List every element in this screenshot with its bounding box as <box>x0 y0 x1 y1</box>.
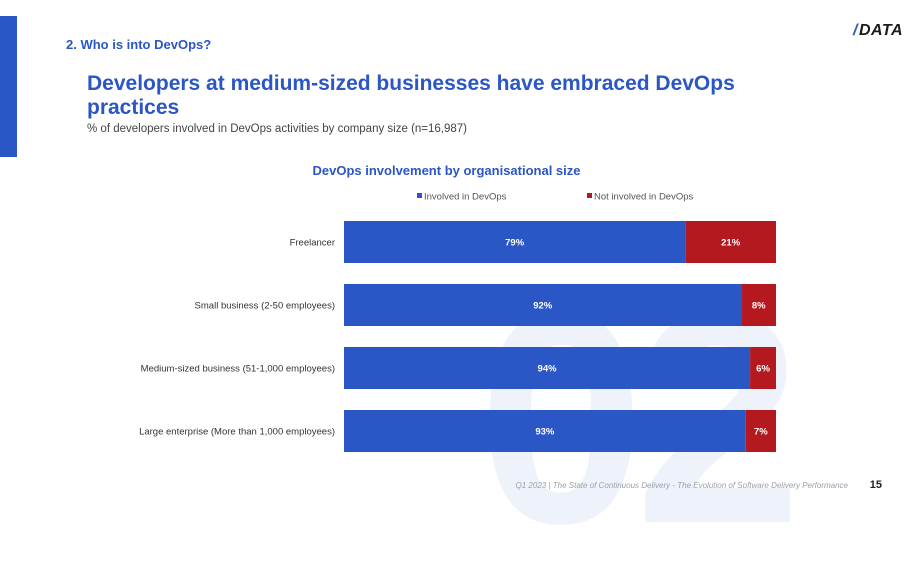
data-label: 92% <box>533 301 553 312</box>
legend-swatch-not-involved <box>587 193 592 198</box>
bar-involved <box>344 347 751 389</box>
bar-not-involved <box>685 221 776 263</box>
category-label: Freelancer <box>290 238 335 249</box>
bar-not-involved <box>741 284 776 326</box>
legend-label-not-involved: Not involved in DevOps <box>594 192 694 203</box>
category-label: Small business (2-50 employees) <box>195 301 335 312</box>
accent-bar <box>0 16 17 157</box>
data-label: 7% <box>754 427 768 438</box>
footer-source: Q1 2023 | The State of Continuous Delive… <box>515 481 848 490</box>
legend-label-involved: Involved in DevOps <box>424 192 507 203</box>
category-label: Large enterprise (More than 1,000 employ… <box>139 427 335 438</box>
logo-slash-icon: / <box>853 22 858 39</box>
chart-title: DevOps involvement by organisational siz… <box>312 163 581 178</box>
category-label: Medium-sized business (51-1,000 employee… <box>141 364 335 375</box>
data-label: 8% <box>752 301 766 312</box>
page-subtitle: % of developers involved in DevOps activ… <box>87 123 468 135</box>
data-label: 93% <box>535 427 555 438</box>
bar-involved <box>344 410 746 452</box>
stacked-bar-chart: Involved in DevOps Not involved in DevOps… <box>139 192 776 452</box>
page-number: 15 <box>869 479 882 491</box>
legend-swatch-involved <box>417 193 422 198</box>
bar-not-involved <box>750 347 776 389</box>
section-label: 2. Who is into DevOps? <box>66 37 212 52</box>
data-label: 79% <box>505 238 525 249</box>
logo: /DATA <box>853 22 903 40</box>
bar-involved <box>344 284 742 326</box>
bar-not-involved <box>745 410 776 452</box>
bar-involved <box>344 221 686 263</box>
data-label: 6% <box>756 364 770 375</box>
page-title: Developers at medium-sized businesses ha… <box>87 72 735 119</box>
logo-text: DATA <box>858 22 904 39</box>
data-label: 21% <box>721 238 741 249</box>
data-label: 94% <box>538 364 558 375</box>
